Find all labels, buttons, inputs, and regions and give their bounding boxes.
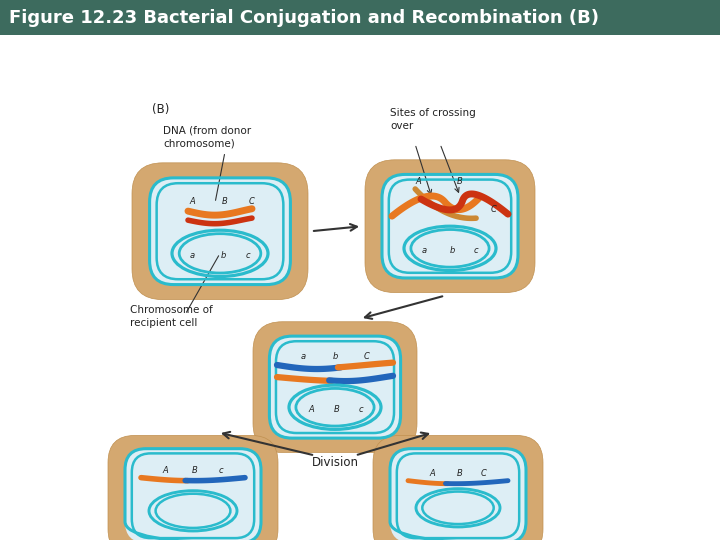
Text: A: A	[162, 466, 168, 475]
Text: c: c	[246, 251, 251, 260]
Text: Chromosome of
recipient cell: Chromosome of recipient cell	[130, 305, 212, 328]
Text: C: C	[364, 353, 370, 361]
Text: a: a	[300, 353, 305, 361]
Text: c: c	[219, 466, 223, 475]
Text: a: a	[421, 246, 426, 255]
Text: b: b	[220, 251, 225, 260]
FancyBboxPatch shape	[125, 449, 261, 540]
Text: B: B	[192, 466, 198, 475]
Text: b: b	[449, 246, 455, 255]
Text: A: A	[415, 178, 421, 186]
Text: B: B	[334, 405, 340, 414]
Text: A: A	[308, 405, 314, 414]
FancyBboxPatch shape	[269, 336, 400, 438]
FancyBboxPatch shape	[132, 163, 308, 300]
Text: DNA (from donor
chromosome): DNA (from donor chromosome)	[163, 126, 251, 149]
Text: Figure 12.23 Bacterial Conjugation and Recombination (B): Figure 12.23 Bacterial Conjugation and R…	[9, 9, 598, 26]
FancyBboxPatch shape	[390, 449, 526, 540]
Text: C: C	[491, 205, 497, 214]
Text: Division: Division	[312, 456, 359, 469]
FancyBboxPatch shape	[108, 435, 278, 540]
Text: A: A	[429, 469, 435, 478]
Text: a: a	[189, 251, 194, 260]
Text: c: c	[359, 405, 364, 414]
Text: c: c	[474, 246, 478, 255]
FancyBboxPatch shape	[382, 174, 518, 278]
Text: B: B	[457, 469, 463, 478]
FancyBboxPatch shape	[365, 160, 535, 293]
Text: b: b	[333, 353, 338, 361]
Text: C: C	[481, 469, 487, 478]
FancyBboxPatch shape	[150, 178, 290, 285]
FancyBboxPatch shape	[373, 435, 543, 540]
Text: B: B	[222, 197, 228, 206]
Text: A: A	[189, 197, 195, 206]
Text: Sites of crossing
over: Sites of crossing over	[390, 107, 476, 131]
Text: (B): (B)	[152, 104, 169, 117]
Text: C: C	[249, 197, 255, 206]
Text: B: B	[457, 178, 463, 186]
FancyBboxPatch shape	[253, 322, 417, 453]
